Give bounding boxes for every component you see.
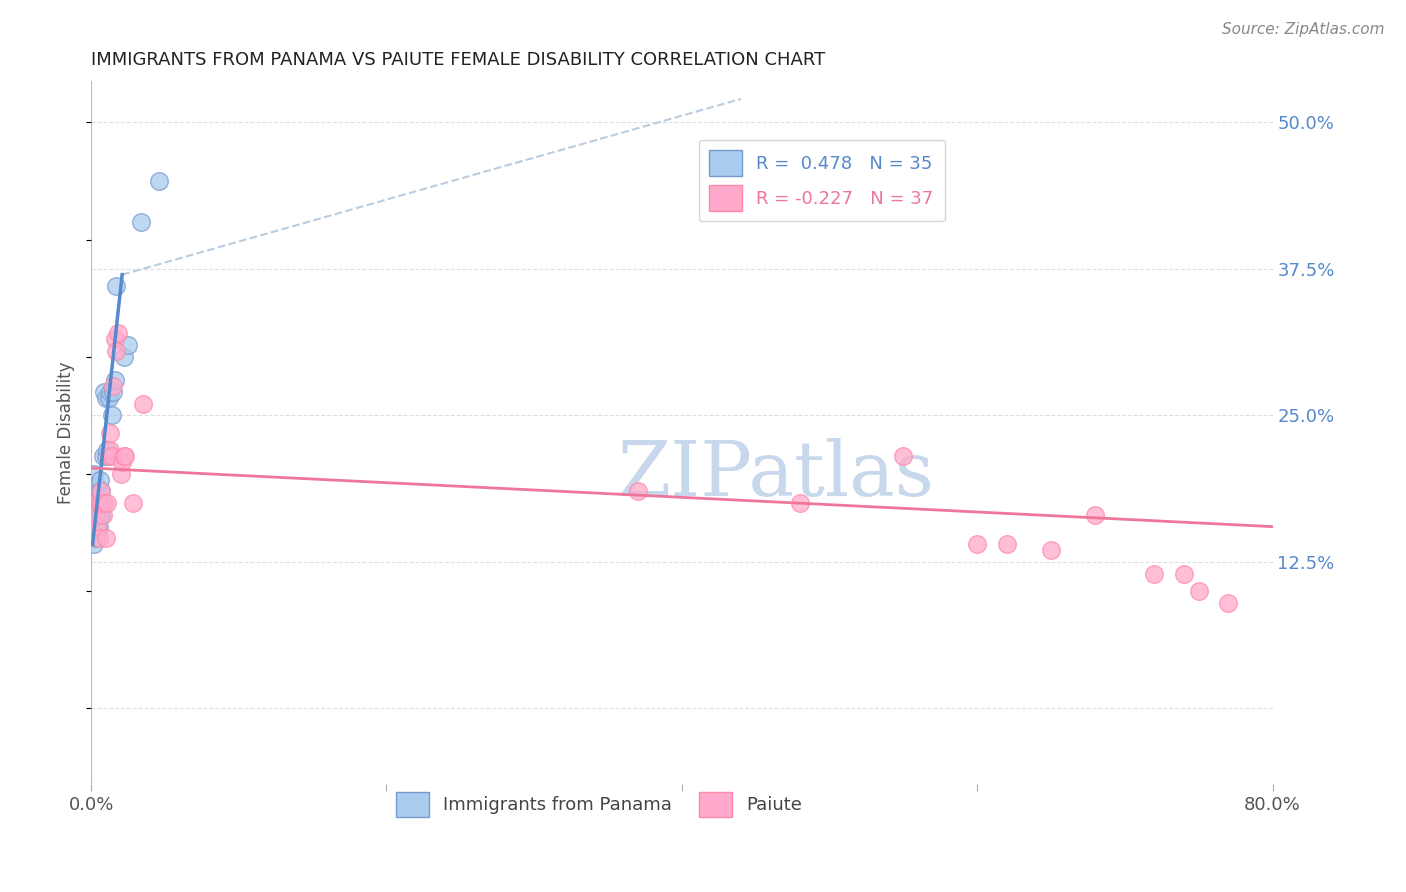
Point: [89, 508, 111, 522]
Point: [84, 532, 107, 546]
Point: [84, 496, 107, 510]
Point: [91, 508, 114, 522]
Legend: Immigrants from Panama, Paiute: Immigrants from Panama, Paiute: [389, 785, 810, 824]
Point: [105, 343, 128, 358]
Point: [93, 384, 115, 399]
Point: [86, 519, 108, 533]
Point: [90, 496, 112, 510]
Point: [87, 496, 110, 510]
Point: [98, 384, 121, 399]
Point: [121, 496, 143, 510]
Point: [83, 502, 105, 516]
Point: [87, 484, 110, 499]
Point: [90, 484, 112, 499]
Text: Source: ZipAtlas.com: Source: ZipAtlas.com: [1222, 22, 1385, 37]
Text: IMMIGRANTS FROM PANAMA VS PAIUTE FEMALE DISABILITY CORRELATION CHART: IMMIGRANTS FROM PANAMA VS PAIUTE FEMALE …: [91, 51, 825, 69]
Point: [84, 508, 107, 522]
Point: [104, 373, 127, 387]
Point: [90, 508, 112, 522]
Point: [101, 409, 124, 423]
Point: [101, 450, 124, 464]
Point: [131, 215, 153, 229]
Point: [87, 532, 110, 546]
Point: [1218, 596, 1240, 610]
Point: [132, 396, 155, 410]
Point: [83, 467, 105, 481]
Point: [98, 425, 121, 440]
Point: [87, 508, 110, 522]
Point: [94, 450, 117, 464]
Point: [86, 496, 108, 510]
Point: [1040, 543, 1063, 558]
Point: [107, 326, 129, 341]
Point: [86, 496, 108, 510]
Point: [98, 443, 121, 458]
Point: [104, 332, 127, 346]
Point: [966, 537, 988, 551]
Point: [91, 450, 114, 464]
Y-axis label: Female Disability: Female Disability: [58, 361, 75, 504]
Point: [83, 537, 105, 551]
Point: [83, 478, 105, 492]
Point: [1143, 566, 1166, 581]
Point: [90, 496, 112, 510]
Point: [94, 532, 117, 546]
Point: [93, 496, 115, 510]
Point: [84, 514, 107, 528]
Point: [89, 496, 111, 510]
Point: [96, 443, 118, 458]
Point: [86, 508, 108, 522]
Point: [86, 478, 108, 492]
Point: [83, 496, 105, 510]
Point: [1084, 508, 1107, 522]
Point: [89, 473, 111, 487]
Point: [112, 350, 135, 364]
Point: [87, 519, 110, 533]
Point: [891, 450, 914, 464]
Point: [103, 379, 125, 393]
Point: [86, 519, 108, 533]
Point: [96, 496, 118, 510]
Point: [995, 537, 1018, 551]
Point: [789, 496, 811, 510]
Point: [111, 455, 134, 469]
Point: [97, 391, 120, 405]
Point: [148, 174, 170, 188]
Point: [1173, 566, 1195, 581]
Point: [90, 484, 112, 499]
Point: [110, 467, 132, 481]
Point: [626, 484, 648, 499]
Point: [112, 450, 135, 464]
Text: ZIPatlas: ZIPatlas: [617, 438, 935, 512]
Point: [114, 450, 136, 464]
Point: [117, 338, 139, 352]
Point: [94, 391, 117, 405]
Point: [1188, 584, 1211, 599]
Point: [103, 384, 125, 399]
Point: [105, 279, 128, 293]
Point: [97, 450, 120, 464]
